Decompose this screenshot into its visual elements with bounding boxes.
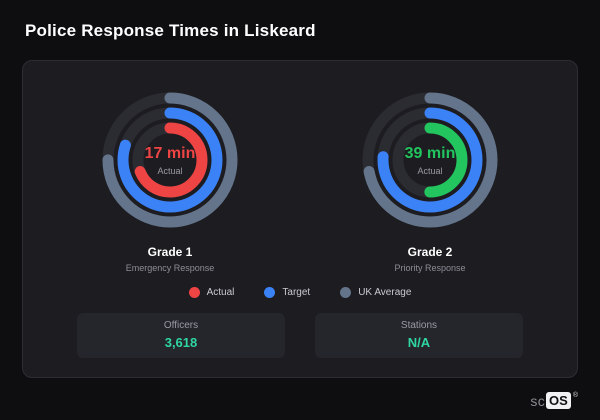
brand-badge: OS [546,392,571,409]
scos-logo: sc OS ® [530,392,578,409]
stat-value: 3,618 [164,335,198,350]
gauge-grade-2-chart: 39 min Actual [355,85,505,235]
legend-item-target[interactable]: Target [264,287,310,298]
legend-label: Target [282,287,311,298]
ring-uk-average [362,92,498,228]
chart-legend: Actual Target UK Average [23,287,577,298]
legend-dot-actual [188,287,200,298]
radial-chart-svg [102,92,238,228]
stat-value: N/A [407,335,431,350]
ring-actual [392,122,468,198]
ring-target [117,107,223,213]
gauge-title: Grade 1 [147,245,193,259]
gauge-grade-1: 17 min Actual Grade 1 Emergency Response [70,85,270,273]
legend-dot-uk-average [340,287,352,298]
registered-mark: ® [572,392,578,399]
stats-row: Officers 3,618 Stations N/A [23,313,577,358]
ring-uk-average [102,92,238,228]
gauge-grade-2: 39 min Actual Grade 2 Priority Response [330,85,530,273]
ring-actual [132,122,208,198]
dashboard-card: 17 min Actual Grade 1 Emergency Response [22,60,578,378]
gauges-row: 17 min Actual Grade 1 Emergency Response [23,85,577,273]
stat-stations: Stations N/A [315,313,523,358]
legend-item-actual[interactable]: Actual [188,287,235,298]
stat-officers: Officers 3,618 [77,313,285,358]
radial-chart-svg [362,92,498,228]
legend-item-uk-average[interactable]: UK Average [340,287,411,298]
legend-dot-target [264,287,276,298]
gauge-subtitle: Priority Response [394,263,466,273]
legend-label: Actual [206,287,235,298]
page-title: Police Response Times in Liskeard [25,21,316,40]
gauge-grade-1-chart: 17 min Actual [95,85,245,235]
stat-label: Stations [400,320,438,331]
ring-target [377,107,483,213]
gauge-title: Grade 2 [407,245,453,259]
stat-label: Officers [163,320,199,331]
brand-prefix: sc [530,392,546,409]
legend-label: UK Average [358,287,412,298]
gauge-subtitle: Emergency Response [125,263,215,273]
